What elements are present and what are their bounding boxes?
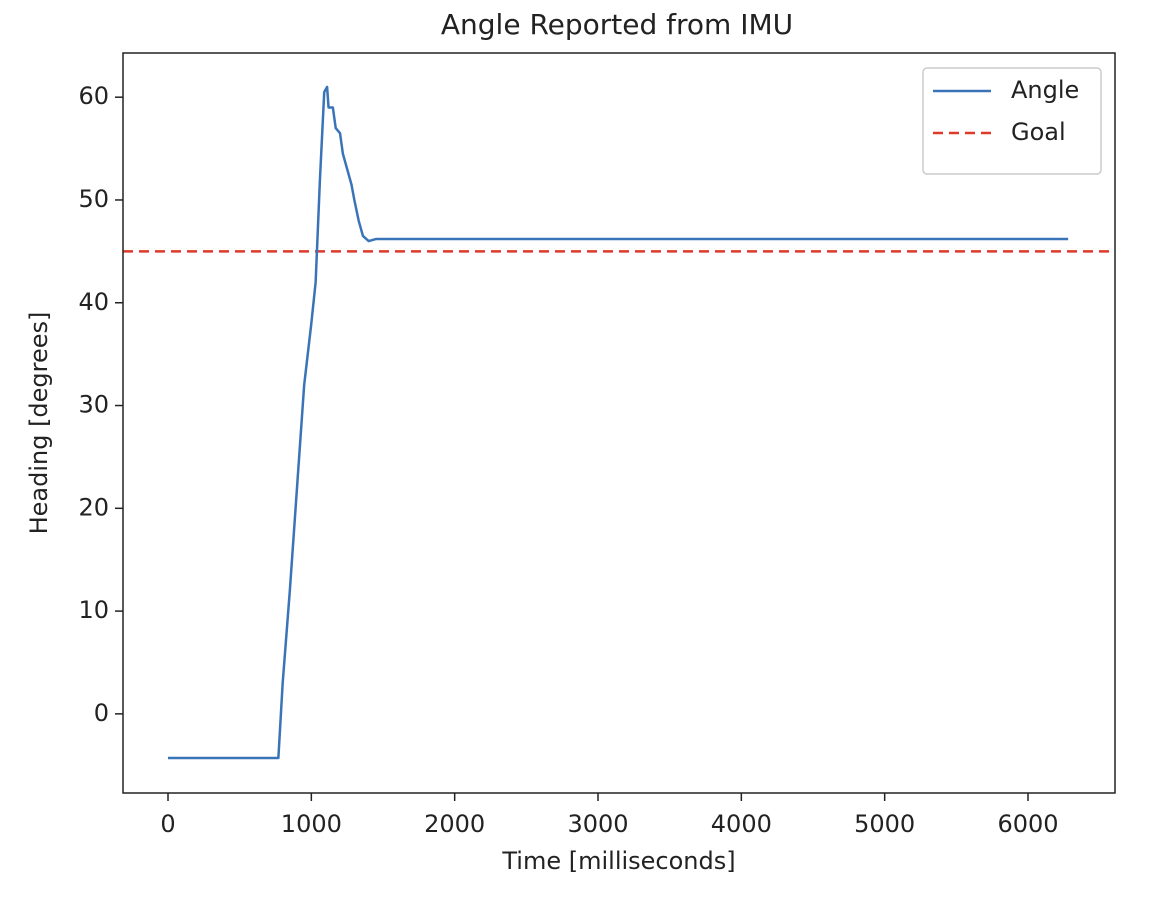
y-tick-label: 40 — [78, 288, 109, 316]
y-tick-label: 30 — [78, 391, 109, 419]
x-axis-label: Time [milliseconds] — [501, 847, 735, 875]
legend-box — [922, 67, 1102, 175]
plot-frame — [122, 52, 1116, 794]
y-tick-label: 50 — [78, 185, 109, 213]
y-tick-label: 0 — [94, 699, 109, 727]
y-tick-label: 60 — [78, 82, 109, 110]
y-tick-label: 10 — [78, 596, 109, 624]
x-tick-label: 1000 — [281, 810, 342, 838]
x-tick-label: 3000 — [567, 810, 628, 838]
data-line — [168, 85, 1069, 760]
x-tick-label: 2000 — [424, 810, 485, 838]
x-tick-label: 4000 — [711, 810, 772, 838]
chart-title: Angle Reported from IMU — [441, 8, 793, 41]
legend-label: Goal — [1011, 118, 1066, 146]
x-tick-label: 6000 — [997, 810, 1058, 838]
y-axis-label: Heading [degrees] — [25, 312, 53, 535]
x-tick-label: 5000 — [854, 810, 915, 838]
x-tick-label: 0 — [160, 810, 175, 838]
legend-label: Angle — [1011, 76, 1079, 104]
y-tick-label: 20 — [78, 493, 109, 521]
